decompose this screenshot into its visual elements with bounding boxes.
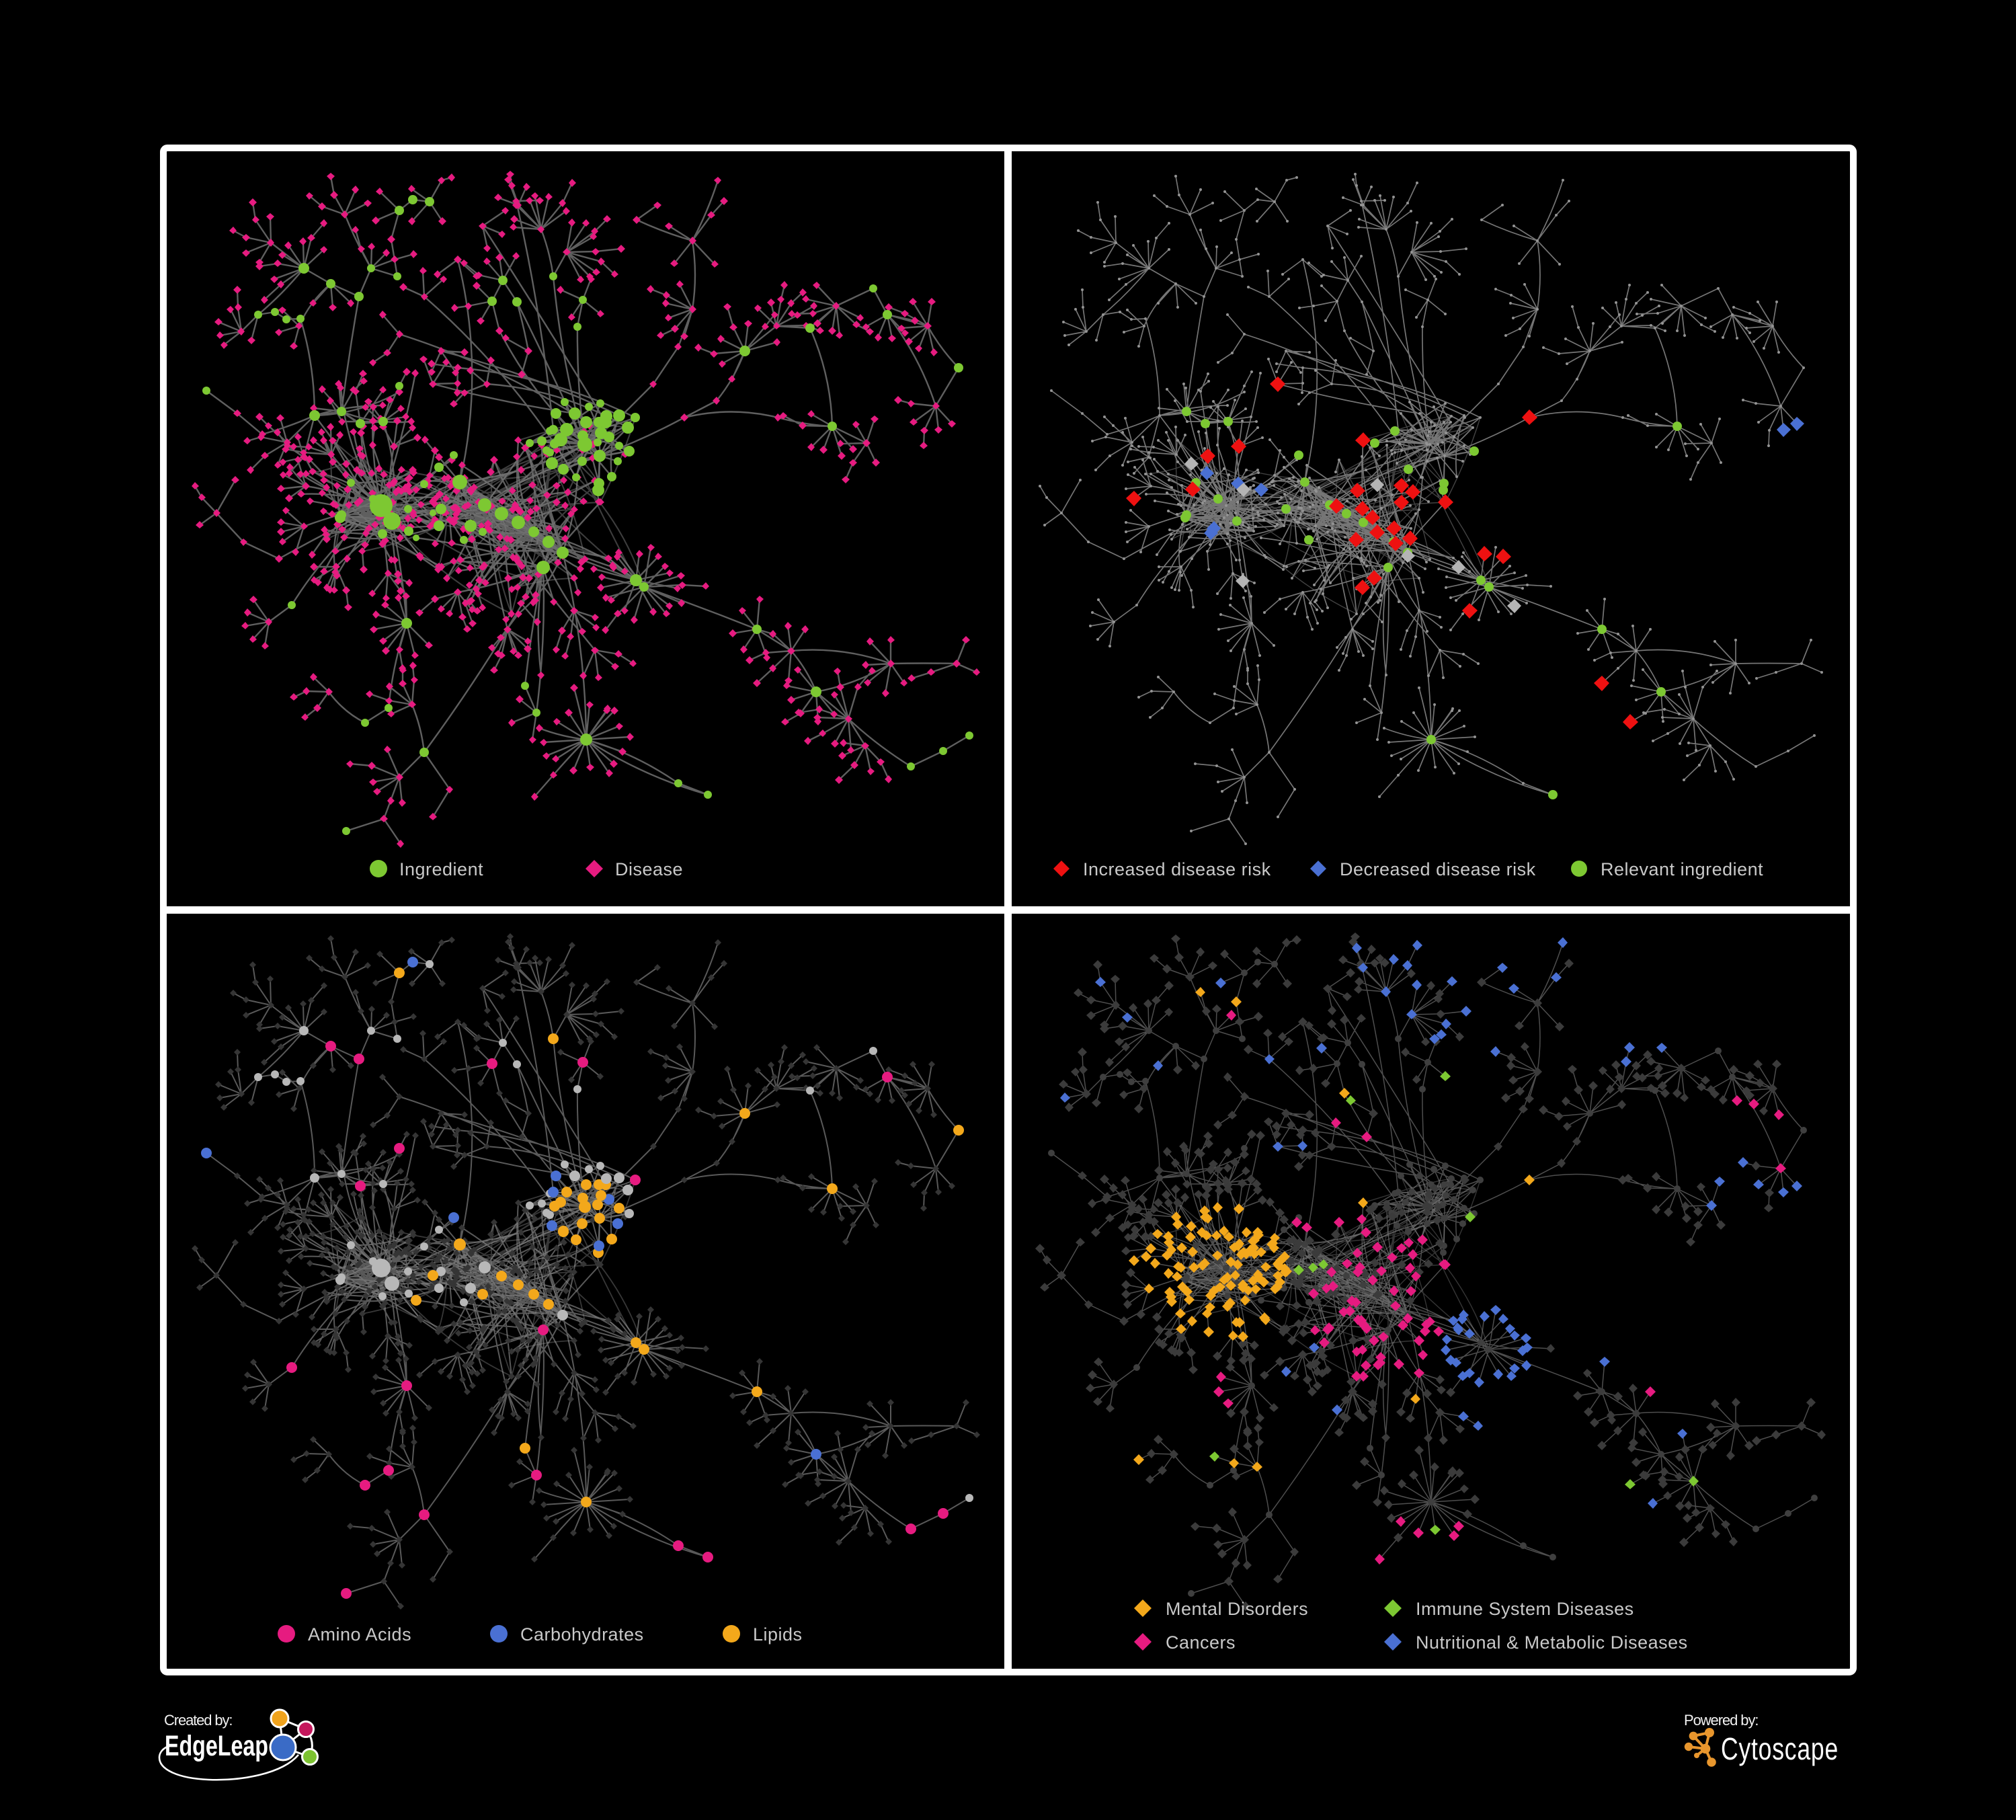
svg-text:Lipids: Lipids [753, 1624, 803, 1645]
svg-text:Relevant ingredient: Relevant ingredient [1601, 859, 1763, 879]
svg-text:EdgeLeap: EdgeLeap [165, 1730, 268, 1762]
svg-text:Increased disease risk: Increased disease risk [1083, 859, 1271, 879]
svg-text:Disease: Disease [615, 859, 683, 879]
svg-text:Carbohydrates: Carbohydrates [520, 1624, 644, 1645]
svg-text:Mental Disorders: Mental Disorders [1166, 1599, 1308, 1619]
svg-text:Cancers: Cancers [1166, 1632, 1236, 1653]
svg-text:Ingredient: Ingredient [399, 859, 483, 879]
svg-text:Cytoscape: Cytoscape [1721, 1731, 1839, 1766]
svg-text:Nutritional & Metabolic Diseas: Nutritional & Metabolic Diseases [1416, 1632, 1688, 1653]
svg-text:Immune System Diseases: Immune System Diseases [1416, 1599, 1634, 1619]
svg-text:Powered by:: Powered by: [1684, 1712, 1759, 1729]
svg-text:Decreased disease risk: Decreased disease risk [1340, 859, 1536, 879]
svg-text:Amino Acids: Amino Acids [308, 1624, 411, 1645]
svg-text:Created by:: Created by: [164, 1712, 233, 1729]
